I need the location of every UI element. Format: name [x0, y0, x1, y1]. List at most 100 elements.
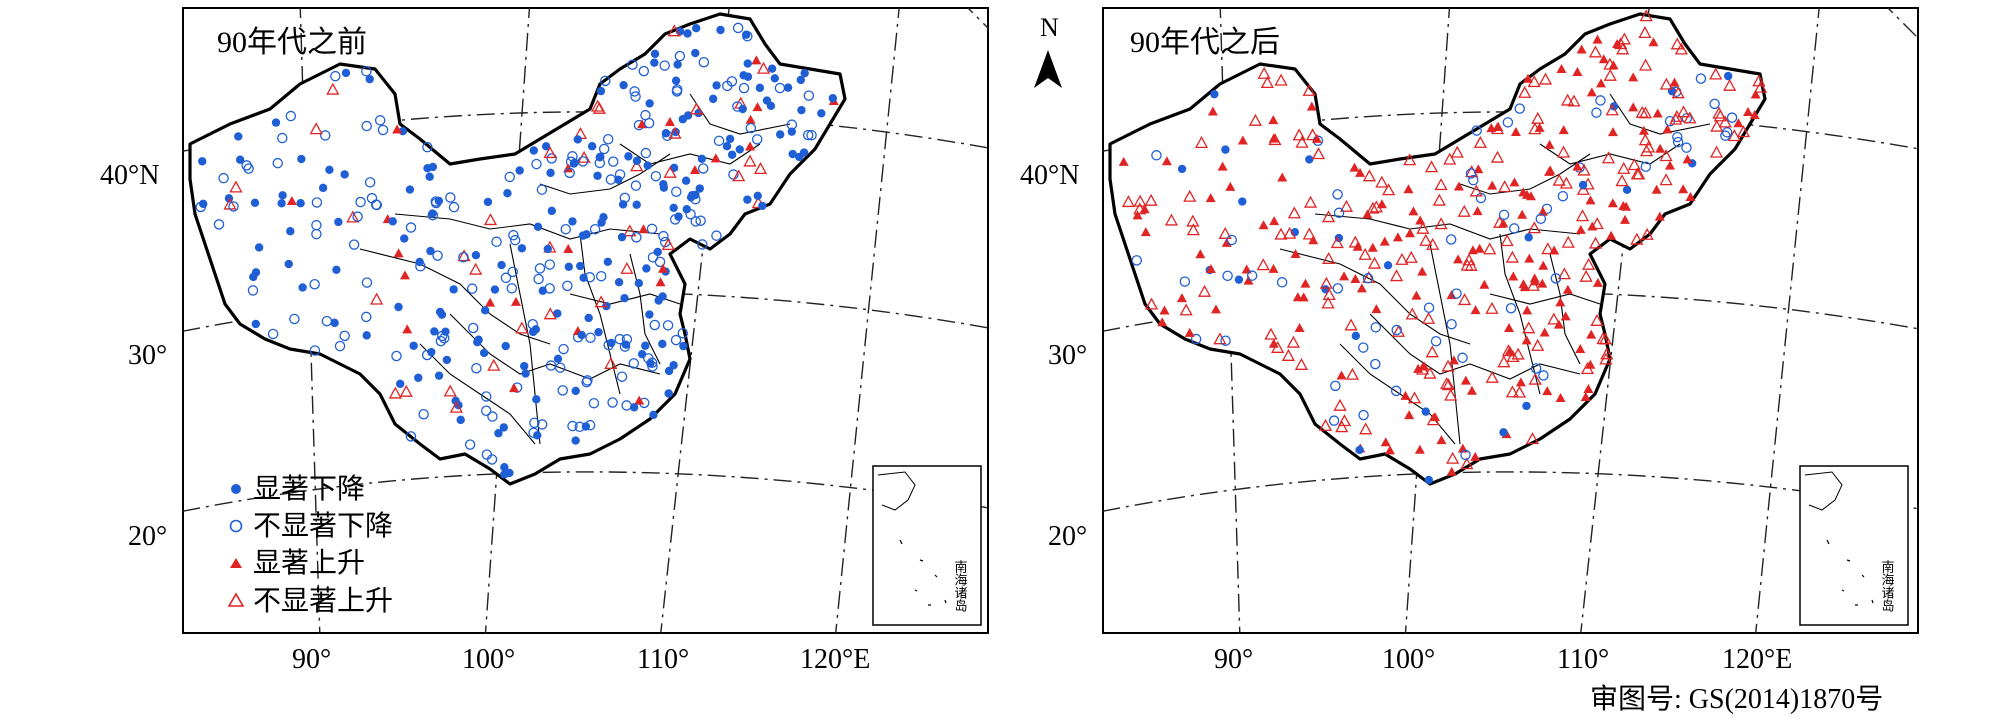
station-significant-increase	[1628, 72, 1639, 82]
station-significant-increase	[745, 141, 756, 151]
station-significant-increase	[710, 153, 721, 163]
station-nonsignificant-increase	[1659, 149, 1673, 162]
station-nonsignificant-increase	[1292, 128, 1306, 141]
lat-label-30: 30°	[128, 340, 167, 371]
station-nonsignificant-increase	[1274, 227, 1288, 240]
station-nonsignificant-increase	[1302, 83, 1316, 96]
station-nonsignificant-decrease	[361, 120, 372, 132]
station-nonsignificant-decrease	[1446, 318, 1457, 330]
station-nonsignificant-increase	[1441, 359, 1455, 372]
station-significant-increase	[1290, 248, 1301, 258]
station-nonsignificant-increase	[1552, 173, 1566, 186]
station-significant-decrease	[456, 415, 465, 425]
station-nonsignificant-increase	[1505, 385, 1520, 398]
station-significant-decrease	[599, 213, 608, 222]
station-significant-decrease	[664, 389, 673, 398]
station-nonsignificant-decrease	[1672, 131, 1683, 143]
station-nonsignificant-decrease	[726, 76, 738, 87]
station-nonsignificant-decrease	[1330, 380, 1341, 392]
station-significant-decrease	[1383, 261, 1393, 270]
station-significant-increase	[1523, 73, 1534, 83]
station-nonsignificant-increase	[388, 386, 402, 399]
station-nonsignificant-increase	[1443, 152, 1457, 165]
station-nonsignificant-decrease	[289, 313, 300, 325]
station-nonsignificant-increase	[1248, 113, 1263, 126]
station-significant-increase	[1607, 127, 1618, 137]
station-significant-decrease	[712, 81, 721, 90]
station-significant-increase	[1749, 109, 1760, 119]
station-nonsignificant-increase	[399, 384, 413, 397]
station-significant-increase	[1534, 122, 1545, 132]
station-nonsignificant-increase	[1446, 451, 1460, 464]
station-significant-increase	[1205, 193, 1216, 203]
station-nonsignificant-decrease	[671, 186, 682, 197]
station-nonsignificant-decrease	[435, 335, 447, 347]
station-nonsignificant-decrease	[243, 163, 254, 174]
station-significant-decrease	[442, 355, 452, 365]
station-significant-increase	[1414, 444, 1425, 454]
station-significant-increase	[1521, 335, 1532, 345]
panel-before-1990s: 南海诸岛 90年代之前 显著下降 不显著下降 显著上升 不显著上升 40°N 3…	[100, 7, 989, 675]
station-nonsignificant-increase	[1382, 183, 1396, 196]
panel-title: 90年代之后	[1130, 26, 1280, 59]
station-nonsignificant-decrease	[1695, 73, 1707, 84]
station-nonsignificant-decrease	[1276, 277, 1288, 288]
station-significant-increase	[1652, 108, 1663, 118]
station-significant-increase	[1587, 221, 1598, 231]
inset-label: 南海诸岛	[953, 559, 968, 612]
station-nonsignificant-increase	[1638, 133, 1652, 146]
station-nonsignificant-increase	[1321, 296, 1335, 309]
station-significant-decrease	[334, 217, 343, 227]
station-significant-increase	[402, 324, 413, 334]
station-significant-increase	[1268, 115, 1279, 125]
station-significant-increase	[1504, 322, 1515, 332]
station-nonsignificant-decrease	[1391, 324, 1402, 336]
station-significant-decrease	[624, 152, 633, 161]
station-nonsignificant-increase	[1179, 303, 1193, 316]
station-nonsignificant-decrease	[439, 332, 450, 344]
station-significant-increase	[1379, 236, 1390, 246]
station-significant-decrease	[617, 232, 627, 242]
station-significant-decrease	[286, 227, 295, 236]
station-significant-decrease	[722, 142, 732, 151]
station-significant-decrease	[1351, 331, 1361, 341]
station-nonsignificant-decrease	[1468, 174, 1479, 186]
station-significant-increase	[1586, 329, 1597, 339]
station-significant-decrease	[658, 292, 667, 301]
station-nonsignificant-increase	[1362, 169, 1376, 182]
station-significant-decrease	[1723, 71, 1733, 81]
station-significant-decrease	[661, 129, 671, 138]
station-nonsignificant-increase	[1709, 145, 1724, 158]
station-significant-decrease	[449, 285, 458, 294]
station-nonsignificant-decrease	[364, 177, 376, 188]
station-significant-increase	[1562, 284, 1573, 294]
svg-text:N: N	[1040, 13, 1059, 42]
station-significant-decrease	[1234, 275, 1244, 284]
station-nonsignificant-increase	[1457, 293, 1472, 306]
station-markers-after	[1118, 9, 1768, 485]
station-significant-increase	[1537, 278, 1548, 288]
station-significant-increase	[1638, 125, 1649, 135]
station-nonsignificant-decrease	[614, 333, 625, 345]
inset-label: 南海诸岛	[1880, 559, 1895, 612]
station-significant-decrease	[1321, 285, 1330, 294]
station-significant-increase	[1306, 101, 1317, 111]
station-nonsignificant-decrease	[267, 328, 279, 340]
station-nonsignificant-increase	[1395, 252, 1409, 265]
station-significant-increase	[286, 196, 297, 206]
station-nonsignificant-increase	[1133, 194, 1147, 207]
station-nonsignificant-increase	[469, 262, 483, 275]
station-nonsignificant-decrease	[361, 277, 373, 288]
station-nonsignificant-decrease	[309, 345, 321, 356]
station-nonsignificant-decrease	[544, 259, 556, 270]
station-significant-increase	[1308, 235, 1319, 245]
station-nonsignificant-increase	[1426, 237, 1440, 250]
station-nonsignificant-decrease	[562, 280, 573, 292]
station-significant-decrease	[531, 325, 541, 334]
station-nonsignificant-decrease	[272, 157, 283, 169]
station-significant-decrease	[593, 171, 602, 180]
station-significant-decrease	[681, 176, 691, 185]
station-significant-increase	[1140, 227, 1151, 237]
station-nonsignificant-increase	[1460, 258, 1474, 271]
station-nonsignificant-decrease	[629, 86, 640, 97]
